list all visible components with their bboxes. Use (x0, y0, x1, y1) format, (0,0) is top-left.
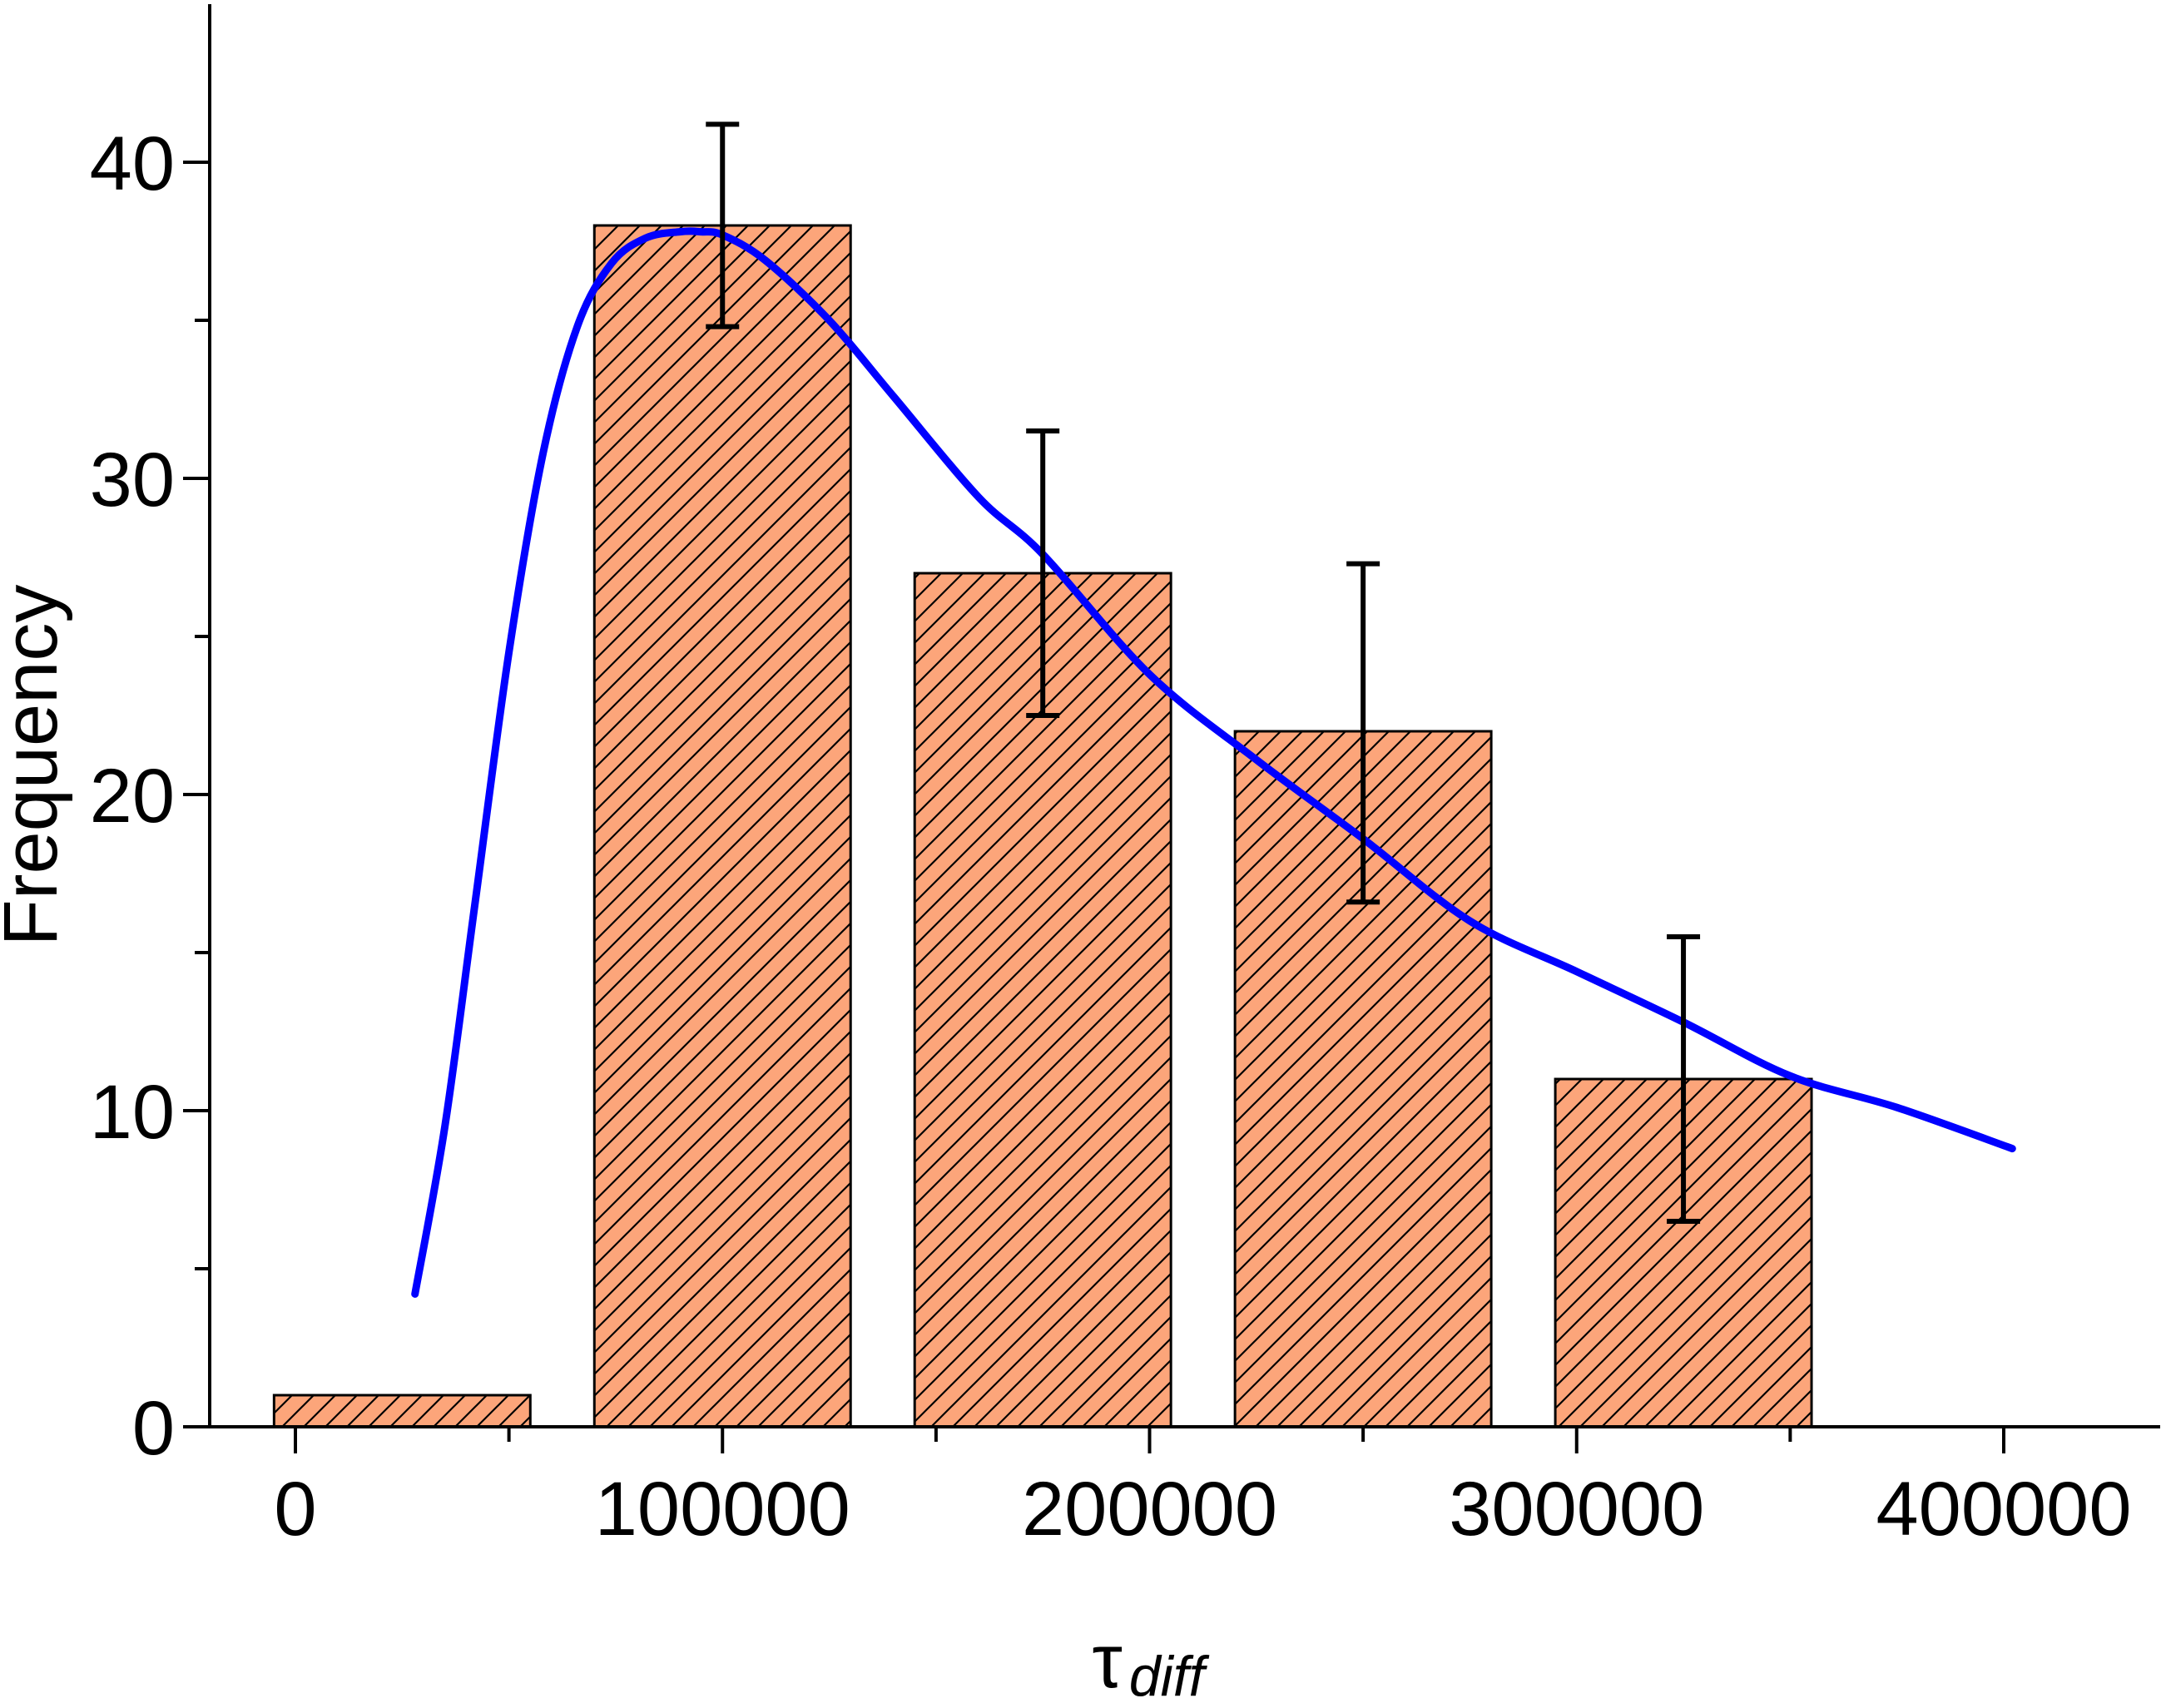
y-tick-label: 40 (90, 121, 175, 206)
axes-layer (208, 4, 2160, 1428)
x-axis-title-subscript: diff (1129, 1645, 1210, 1708)
x-tick-label: 200000 (1022, 1467, 1277, 1552)
error-bar-0 (706, 121, 740, 329)
y-axis-title-group: Frequency (0, 585, 73, 947)
bar-1 (592, 224, 852, 1428)
x-axis-title-main: τ (1092, 1619, 1122, 1704)
y-axis-title: Frequency (0, 585, 73, 947)
x-axis-title: τ diff (1092, 1619, 1209, 1708)
fit-curve (411, 227, 2016, 1298)
y-tick-label: 0 (132, 1386, 175, 1471)
error-bar-1 (1026, 428, 1060, 718)
bars-layer (272, 224, 1813, 1428)
y-tick-label: 10 (90, 1070, 175, 1155)
ticks-layer: 0 100000 200000 300000 400000 0 10 20 30 40 (90, 121, 2132, 1552)
y-tick-label: 20 (90, 754, 175, 839)
error-bars-layer (706, 121, 1701, 1224)
x-tick-label: 300000 (1449, 1467, 1704, 1552)
error-bar-3 (1667, 934, 1701, 1224)
fit-layer (411, 227, 2016, 1298)
error-bar-2 (1346, 561, 1380, 905)
x-tick-label: 100000 (595, 1467, 850, 1552)
x-tick-label: 400000 (1876, 1467, 2132, 1552)
bar-0 (272, 1394, 532, 1428)
x-tick-label: 0 (274, 1467, 316, 1552)
y-tick-label: 30 (90, 438, 175, 522)
